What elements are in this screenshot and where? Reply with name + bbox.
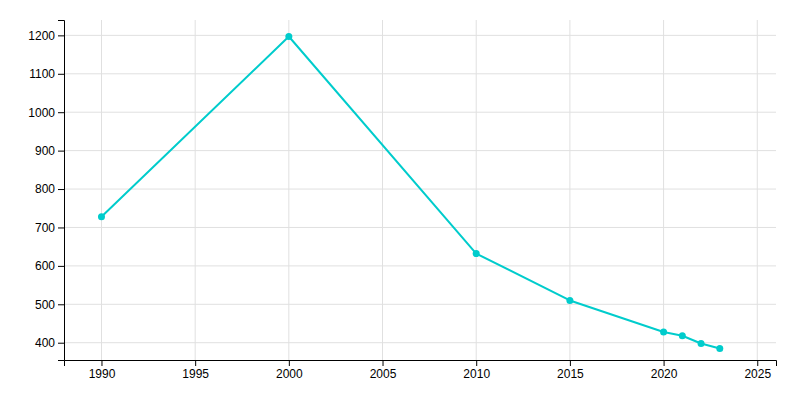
x-tick: 1990: [89, 360, 116, 381]
x-tick-mark: [101, 360, 102, 366]
x-tick-label: 1995: [182, 367, 209, 381]
y-tick-mark: [58, 343, 64, 344]
point: [679, 332, 686, 339]
y-tick-label: 900: [35, 144, 55, 158]
x-tick: 2000: [276, 360, 303, 381]
x-axis-line: [65, 361, 777, 367]
grid-line-y: [64, 227, 776, 228]
y-axis: 400 500 600 700 800 900 1000 1100 1200: [28, 21, 64, 361]
x-tick-label: 2015: [557, 367, 584, 381]
y-tick: 900: [35, 144, 64, 158]
y-axis-line: [58, 21, 65, 361]
grid-line-y: [64, 304, 776, 305]
y-tick-mark: [58, 189, 64, 190]
y-tick-mark: [58, 112, 64, 113]
grid-line-x: [101, 20, 102, 360]
point: [98, 213, 105, 220]
y-tick-label: 700: [35, 221, 55, 235]
y-tick-mark: [58, 227, 64, 228]
x-tick-label: 2020: [651, 367, 678, 381]
y-tick: 1200: [28, 29, 64, 43]
plot-area: [98, 33, 723, 352]
grid-line-y: [64, 342, 776, 343]
x-tick-label: 2000: [276, 367, 303, 381]
grid-line-x: [288, 20, 289, 360]
y-tick-mark: [58, 304, 64, 305]
grid-line-y: [64, 112, 776, 113]
point: [716, 345, 723, 352]
y-tick: 600: [35, 259, 64, 273]
x-tick-mark: [289, 360, 290, 366]
grid-line-y: [64, 73, 776, 74]
x-axis: 1990 1995 2000 2005 2010 2015 2020 2025: [65, 360, 777, 381]
grid-line-x: [195, 20, 196, 360]
point: [566, 297, 573, 304]
grid-line-x: [382, 20, 383, 360]
y-tick: 400: [35, 336, 64, 350]
x-tick: 2005: [370, 360, 397, 381]
x-tick: 2020: [651, 360, 678, 381]
x-tick: 2015: [557, 360, 584, 381]
x-tick: 2025: [744, 360, 771, 381]
x-tick-label: 2010: [463, 367, 490, 381]
y-tick: 1100: [29, 67, 64, 81]
y-tick-label: 1200: [28, 29, 55, 43]
y-tick: 500: [35, 298, 64, 312]
grid-line-x: [476, 20, 477, 360]
x-tick: 2010: [463, 360, 490, 381]
point: [698, 340, 705, 347]
x-tick-mark: [195, 360, 196, 366]
grid-line-x: [569, 20, 570, 360]
y-tick-label: 400: [35, 336, 55, 350]
y-tick-label: 1100: [29, 67, 55, 81]
grid-line-y: [64, 265, 776, 266]
y-tick-label: 600: [35, 259, 55, 273]
y-tick-label: 800: [35, 182, 55, 196]
point: [473, 250, 480, 257]
x-tick-mark: [476, 360, 477, 366]
y-tick-mark: [58, 74, 64, 75]
grid-line-x: [663, 20, 664, 360]
x-tick-label: 2005: [370, 367, 397, 381]
x-tick: 1995: [182, 360, 209, 381]
grid-line-y: [64, 35, 776, 36]
y-tick: 1000: [28, 106, 64, 120]
point: [285, 33, 292, 40]
chart: 1990 1995 2000 2005 2010 2015 2020 2025 400 500 60…: [0, 0, 800, 400]
y-tick-label: 1000: [28, 106, 55, 120]
x-tick-mark: [757, 360, 758, 366]
x-tick-mark: [570, 360, 571, 366]
y-tick: 700: [35, 221, 64, 235]
point: [660, 328, 667, 335]
grid-line-x: [757, 20, 758, 360]
y-tick: 800: [35, 182, 64, 196]
y-tick-mark: [58, 35, 64, 36]
grid: [64, 20, 776, 360]
y-tick-label: 500: [35, 298, 55, 312]
x-tick-mark: [383, 360, 384, 366]
y-tick-mark: [58, 151, 64, 152]
x-tick-mark: [664, 360, 665, 366]
y-tick-mark: [58, 266, 64, 267]
line: [101, 37, 719, 349]
x-tick-label: 1990: [89, 367, 116, 381]
x-tick-label: 2025: [744, 367, 771, 381]
